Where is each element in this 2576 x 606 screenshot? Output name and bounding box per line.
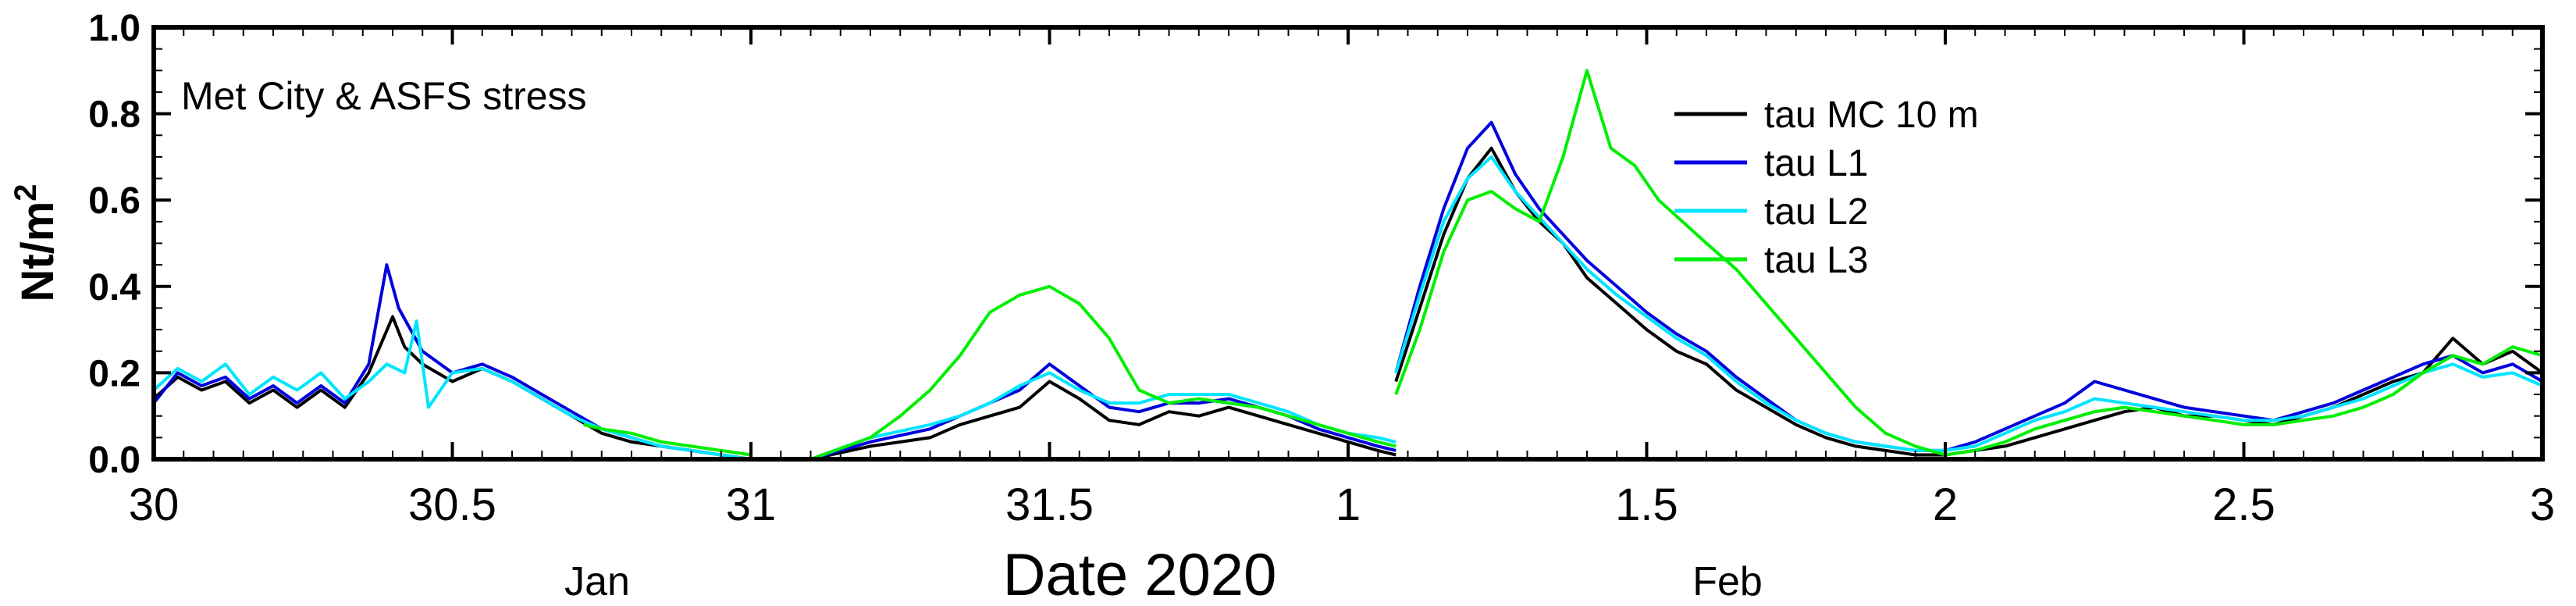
y-tick-label: 0.4 (88, 267, 141, 308)
y-axis-label-superscript: 2 (9, 184, 43, 201)
x-tick-label: 30.5 (408, 479, 496, 530)
y-axis-label: Nt/m2 (9, 184, 63, 301)
legend-label: tau L3 (1764, 240, 1868, 281)
x-tick-label: 30 (129, 479, 180, 530)
y-tick-label: 0.6 (88, 180, 141, 222)
x-tick-label: 1.5 (1615, 479, 1678, 530)
series-line-tau-l3-seg0 (583, 422, 752, 457)
y-axis-label-base: Nt/m (12, 201, 63, 302)
legend: tau MC 10 m tau L1 tau L2 tau L3 (1674, 94, 1979, 281)
x-tick-label: 31 (726, 479, 777, 530)
series-line-tau-l2-seg2 (1394, 155, 2542, 452)
y-tick-label: 0.2 (88, 353, 141, 394)
series-line-tau-mc-10-m-seg0 (154, 315, 752, 459)
y-tick-label: 0.8 (88, 94, 141, 136)
x-tick-label: 31.5 (1005, 479, 1094, 530)
y-tick-label: 1.0 (88, 8, 141, 49)
series-line-tau-l1-seg2 (1394, 120, 2542, 452)
month-label-jan: Jan (564, 559, 630, 604)
series-line-tau-mc-10-m-seg1 (810, 380, 1397, 459)
series-layer (154, 69, 2542, 459)
x-tick-label: 2 (1933, 479, 1958, 530)
series-line-tau-l3-seg2 (1394, 69, 2542, 457)
x-axis-label: Date 2020 (1003, 542, 1277, 606)
x-tick-label: 2.5 (2212, 479, 2275, 530)
month-label-feb: Feb (1692, 559, 1763, 604)
legend-label: tau L2 (1764, 191, 1868, 233)
plot-frame (151, 25, 2545, 462)
chart-annotation: Met City & ASFS stress (181, 74, 587, 118)
x-tick-label: 3 (2530, 479, 2555, 530)
y-tick-label: 0.0 (88, 440, 141, 481)
legend-label: tau L1 (1764, 143, 1868, 184)
series-line-tau-l3-seg1 (809, 284, 1397, 459)
legend-label: tau MC 10 m (1764, 94, 1979, 136)
series-line-tau-l2-seg0 (154, 319, 752, 459)
x-tick-label: 1 (1336, 479, 1361, 530)
